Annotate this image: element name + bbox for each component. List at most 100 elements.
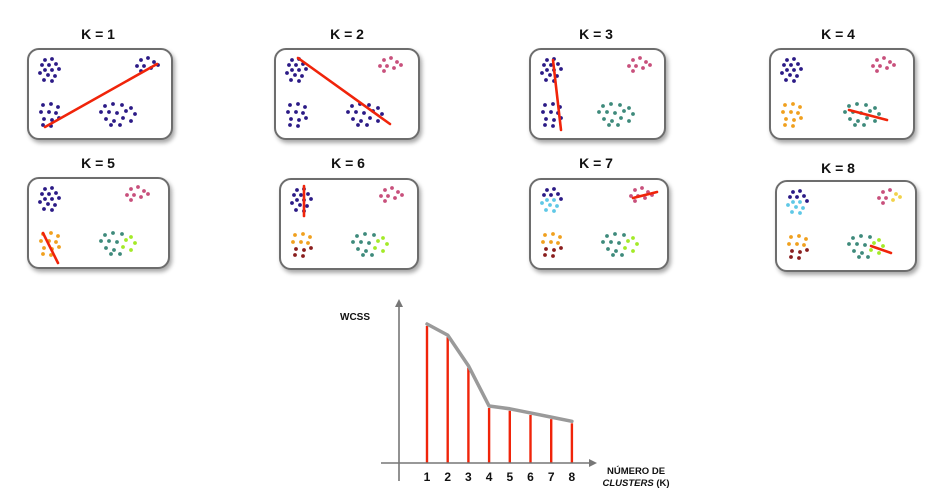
data-point xyxy=(799,116,803,120)
data-point xyxy=(139,195,143,199)
data-point xyxy=(888,60,892,64)
data-point xyxy=(111,231,115,235)
data-point xyxy=(635,242,639,246)
data-point xyxy=(54,111,58,115)
data-point xyxy=(99,110,103,114)
data-point xyxy=(626,239,630,243)
data-point xyxy=(294,208,298,212)
x-tick-label: 1 xyxy=(424,470,431,484)
data-point xyxy=(881,201,885,205)
data-point xyxy=(47,63,51,67)
data-point xyxy=(790,210,794,214)
data-point xyxy=(864,103,868,107)
data-point xyxy=(292,193,296,197)
data-point xyxy=(851,236,855,240)
data-point xyxy=(356,123,360,127)
data-point xyxy=(885,66,889,70)
data-point xyxy=(797,256,801,260)
data-point xyxy=(552,198,556,202)
data-point xyxy=(359,240,363,244)
data-point xyxy=(556,62,560,66)
distance-line xyxy=(41,231,60,265)
data-point xyxy=(120,103,124,107)
panel-title-k3: K = 3 xyxy=(579,26,613,42)
data-point xyxy=(873,119,877,123)
data-point xyxy=(866,255,870,259)
data-point xyxy=(785,68,789,72)
x-tick-label: 2 xyxy=(444,470,451,484)
data-point xyxy=(784,117,788,121)
data-point xyxy=(622,109,626,113)
x-tick-label: 5 xyxy=(506,470,513,484)
panel-title-k6: K = 6 xyxy=(331,155,365,171)
data-point xyxy=(541,110,545,114)
data-point xyxy=(798,200,802,204)
data-point xyxy=(42,246,46,250)
data-point xyxy=(629,194,633,198)
data-point xyxy=(49,102,53,106)
data-point xyxy=(782,63,786,67)
data-point xyxy=(856,119,860,123)
cluster-panel-k5 xyxy=(27,177,170,269)
data-point xyxy=(57,245,61,249)
data-point xyxy=(881,244,885,248)
data-point xyxy=(871,64,875,68)
data-point xyxy=(875,58,879,62)
data-point xyxy=(129,198,133,202)
panel-title-k5: K = 5 xyxy=(81,155,115,171)
data-point xyxy=(559,246,563,250)
data-point xyxy=(107,110,111,114)
data-point xyxy=(559,67,563,71)
data-point xyxy=(860,251,864,255)
data-point xyxy=(379,194,383,198)
data-point xyxy=(622,233,626,237)
data-point xyxy=(551,102,555,106)
data-point xyxy=(799,67,803,71)
data-point xyxy=(289,117,293,121)
cluster-scatter-k5 xyxy=(38,185,150,265)
data-point xyxy=(788,73,792,77)
data-point xyxy=(47,110,51,114)
cluster-panel-k6 xyxy=(279,178,419,270)
x-tick-label: 8 xyxy=(569,470,576,484)
data-point xyxy=(291,240,295,244)
data-point xyxy=(396,190,400,194)
data-point xyxy=(361,253,365,257)
data-point xyxy=(115,240,119,244)
data-point xyxy=(791,124,795,128)
x-axis-label-italic: CLUSTERS xyxy=(602,478,654,489)
data-point xyxy=(395,60,399,64)
data-point xyxy=(558,235,562,239)
data-point xyxy=(43,58,47,62)
data-point xyxy=(115,111,119,115)
data-point xyxy=(362,111,366,115)
data-point xyxy=(41,123,45,127)
data-point xyxy=(798,250,802,254)
data-point xyxy=(640,186,644,190)
data-point xyxy=(301,232,305,236)
data-point xyxy=(381,236,385,240)
data-point xyxy=(54,62,58,66)
data-point xyxy=(389,56,393,60)
data-point xyxy=(400,193,404,197)
data-point xyxy=(892,63,896,67)
data-point xyxy=(805,248,809,252)
data-point xyxy=(597,110,601,114)
data-point xyxy=(287,63,291,67)
distance-line xyxy=(296,56,392,126)
data-point xyxy=(643,196,647,200)
data-point xyxy=(385,64,389,68)
cluster-scatter-k6 xyxy=(290,184,404,258)
data-point xyxy=(43,197,47,201)
data-point xyxy=(294,110,298,114)
data-point xyxy=(872,241,876,245)
data-point xyxy=(121,245,125,249)
data-point xyxy=(798,189,802,193)
cluster-panel-k4 xyxy=(769,48,915,140)
data-point xyxy=(382,58,386,62)
data-point xyxy=(288,123,292,127)
data-point xyxy=(788,195,792,199)
data-point xyxy=(296,102,300,106)
data-point xyxy=(868,109,872,113)
data-point xyxy=(855,242,859,246)
